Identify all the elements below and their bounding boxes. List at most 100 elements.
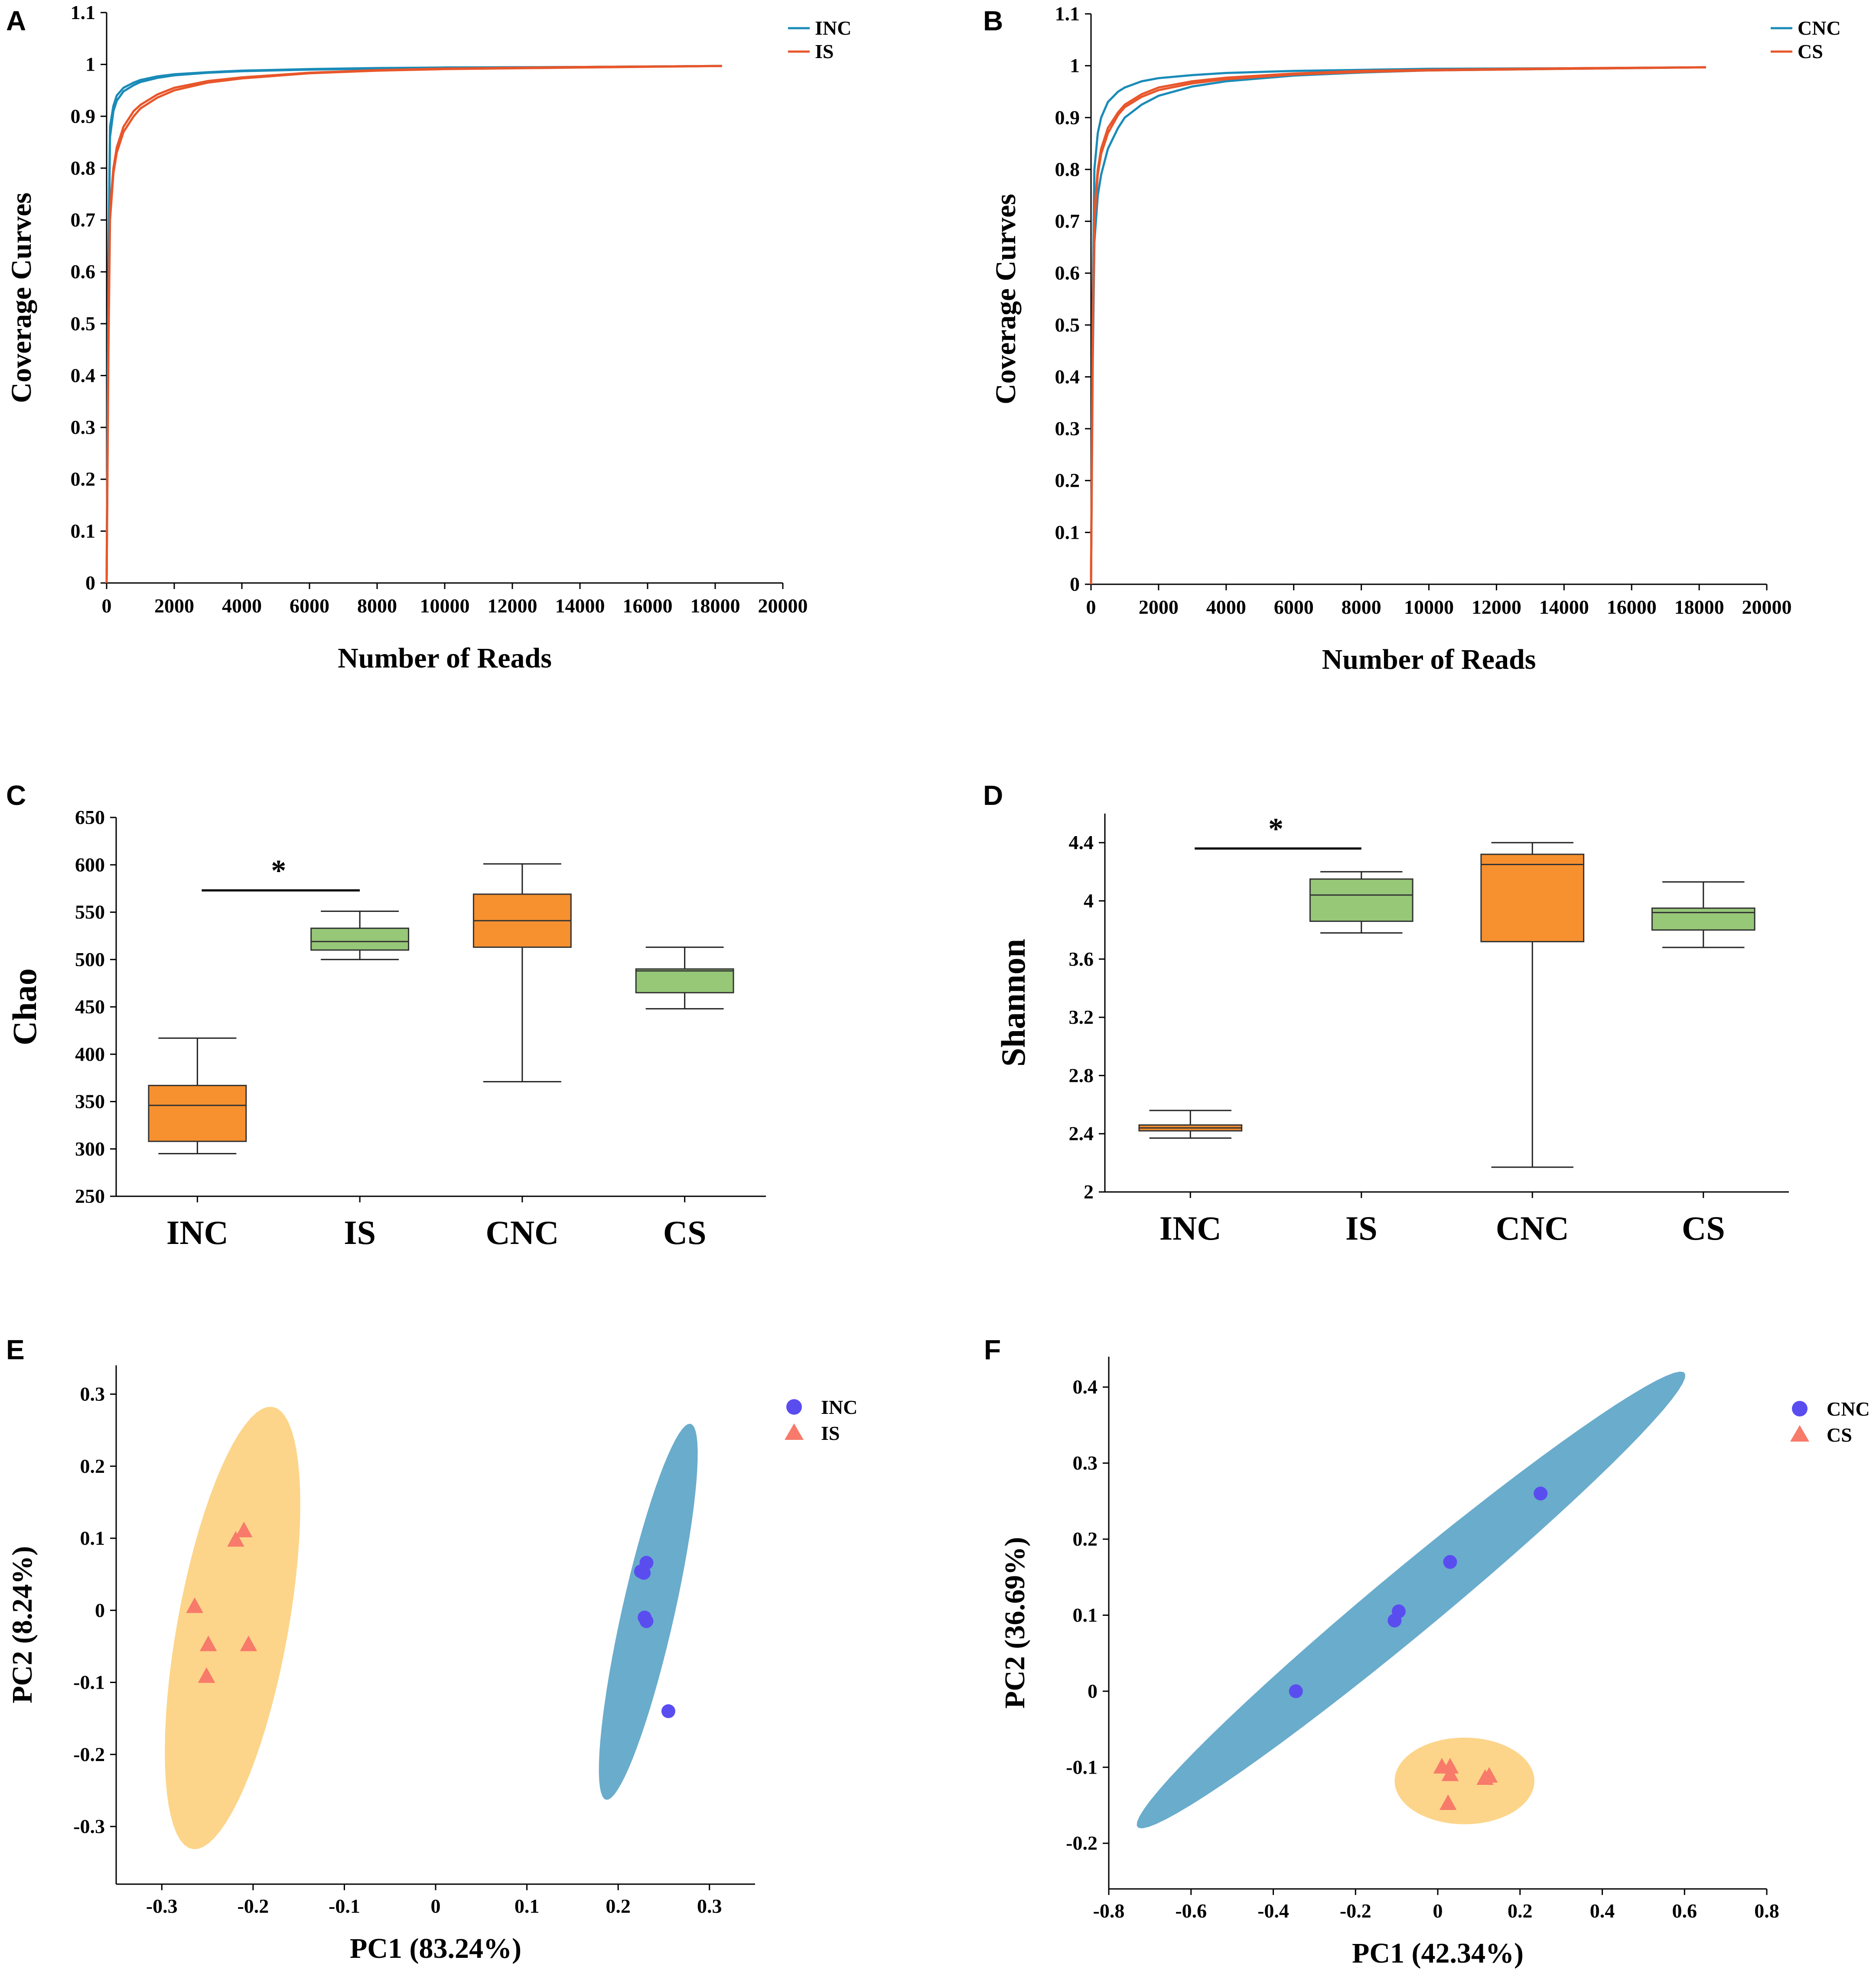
y-axis-title: Coverage Curves <box>6 192 37 403</box>
x-tick-label: 14000 <box>1539 596 1589 618</box>
y-tick-label: 0.8 <box>71 157 96 179</box>
x-tick-label: 0 <box>1433 1900 1443 1922</box>
point-is <box>240 1635 257 1651</box>
point-cs <box>1439 1794 1457 1810</box>
y-tick-label: 1 <box>85 53 95 75</box>
y-tick-label: -0.1 <box>1066 1756 1098 1778</box>
x-tick-label: 0.2 <box>606 1895 631 1917</box>
x-tick-label: 16000 <box>623 595 673 617</box>
y-tick-label: 2.8 <box>1069 1064 1094 1086</box>
box-cnc-iqr <box>1480 853 1585 942</box>
y-tick-label: -0.2 <box>1066 1832 1098 1854</box>
y-tick-label: -0.3 <box>73 1815 105 1837</box>
x-tick-label: 20000 <box>1742 596 1792 618</box>
y-tick-label: 650 <box>75 806 105 828</box>
y-tick-label: 0.8 <box>1055 158 1080 180</box>
y-tick-label: 0.2 <box>71 468 96 490</box>
y-tick-label: 0.6 <box>1055 262 1080 284</box>
y-tick-label: 0.4 <box>1055 365 1080 387</box>
x-tick-label: 2000 <box>1139 596 1179 618</box>
y-tick-label: 0.7 <box>1055 210 1080 232</box>
box-is-iqr <box>310 928 410 951</box>
panel-label-b: B <box>983 5 1003 36</box>
significance-star: * <box>271 854 286 888</box>
legend-label: CNC <box>1827 1398 1870 1420</box>
legend-label: INC <box>821 1396 857 1418</box>
x-tick-label: 0.6 <box>1672 1900 1697 1922</box>
panel-label-c: C <box>6 780 26 811</box>
x-tick-label: 4000 <box>222 595 262 617</box>
y-tick-label: 600 <box>75 853 105 876</box>
legend-label: IS <box>821 1422 840 1444</box>
y-tick-label: 0.5 <box>1055 314 1080 336</box>
legend-label: CNC <box>1798 17 1841 39</box>
y-tick-label: 0.3 <box>1073 1452 1098 1474</box>
panel-label-f: F <box>984 1334 1001 1365</box>
x-tick-label: 18000 <box>1674 596 1724 618</box>
y-tick-label: 0.4 <box>71 364 96 386</box>
panel-b: 0 0.1 0.2 0.3 0.4 0.5 0.6 0.7 0.8 0.9 1 1.1 0 2000 400… <box>990 3 1841 675</box>
y-axis-title: Chao <box>6 968 43 1045</box>
y-axis-title: PC2 (8.24%) <box>7 1546 38 1703</box>
legend-marker-cnc <box>1792 1401 1808 1416</box>
box-is-iqr <box>1309 878 1414 922</box>
y-tick-label: 0.1 <box>71 520 96 542</box>
point-cnc <box>1443 1555 1457 1569</box>
x-tick-label: -0.2 <box>237 1895 269 1917</box>
y-tick-label: 1 <box>1070 55 1080 77</box>
y-tick-label: 0 <box>95 1599 105 1621</box>
point-cnc <box>1387 1613 1402 1628</box>
panel-a: 0 0.1 0.2 0.3 0.4 0.5 0.6 0.7 0.8 0.9 1 1.1 0 2000 400… <box>6 1 851 674</box>
point-inc <box>638 1610 652 1625</box>
legend-marker-is <box>785 1423 804 1440</box>
x-tick-label: 0.3 <box>697 1895 722 1917</box>
x-tick-label: 0.1 <box>515 1895 540 1917</box>
x-tick-label: 0.8 <box>1754 1900 1779 1922</box>
box-cs-iqr <box>1651 907 1755 931</box>
x-tick-label: 10000 <box>1404 596 1454 618</box>
y-tick-label: 1.1 <box>71 1 96 23</box>
x-axis-title: PC1 (42.34%) <box>1352 1937 1524 1969</box>
x-tick-label: 12000 <box>488 595 537 617</box>
y-tick-label: 300 <box>75 1138 105 1160</box>
x-tick-label: -0.6 <box>1175 1900 1207 1922</box>
x-tick-label: -0.8 <box>1093 1900 1125 1922</box>
x-category-label: CNC <box>485 1214 559 1251</box>
x-axis-title: PC1 (83.24%) <box>350 1933 521 1964</box>
y-tick-label: 550 <box>75 901 105 923</box>
panel-e: -0.3 -0.2 -0.1 0 0.1 0.2 0.3 -0.3 -0.2 -0.1 0 0.1 0.… <box>7 1365 857 1964</box>
y-axis-title: Coverage Curves <box>990 194 1022 404</box>
x-category-label: CNC <box>1496 1209 1569 1247</box>
confidence-ellipse-cnc <box>1137 1371 1685 1829</box>
confidence-ellipse-is <box>165 1406 300 1849</box>
point-inc <box>637 1566 651 1580</box>
x-tick-label: -0.3 <box>146 1895 178 1917</box>
panel-label-a: A <box>6 5 26 36</box>
legend-marker-inc <box>786 1399 802 1415</box>
y-tick-label: 0.3 <box>1055 417 1080 440</box>
legend-label: INC <box>815 17 851 39</box>
point-cs <box>1480 1767 1498 1783</box>
point-cs <box>1441 1765 1459 1781</box>
series-line-inc <box>105 65 722 583</box>
x-tick-label: 0 <box>1086 596 1096 618</box>
x-tick-label: -0.2 <box>1340 1900 1371 1922</box>
x-tick-label: 6000 <box>1274 596 1314 618</box>
y-tick-label: 3.6 <box>1069 948 1094 970</box>
series-line-cnc <box>1090 66 1706 585</box>
x-tick-label: 6000 <box>290 595 329 617</box>
x-tick-label: 0.2 <box>1508 1900 1533 1922</box>
y-tick-label: 0 <box>85 572 95 594</box>
y-tick-label: 0.2 <box>80 1455 105 1477</box>
x-tick-label: 20000 <box>758 595 808 617</box>
y-tick-label: 0.4 <box>1073 1376 1098 1398</box>
x-tick-label: 0 <box>431 1895 441 1917</box>
point-is <box>199 1635 217 1651</box>
x-tick-label: -0.4 <box>1257 1900 1289 1922</box>
y-tick-label: 0.3 <box>80 1383 105 1405</box>
x-tick-label: 8000 <box>1342 596 1381 618</box>
series-line-is <box>105 65 722 583</box>
y-tick-label: 400 <box>75 1043 105 1065</box>
